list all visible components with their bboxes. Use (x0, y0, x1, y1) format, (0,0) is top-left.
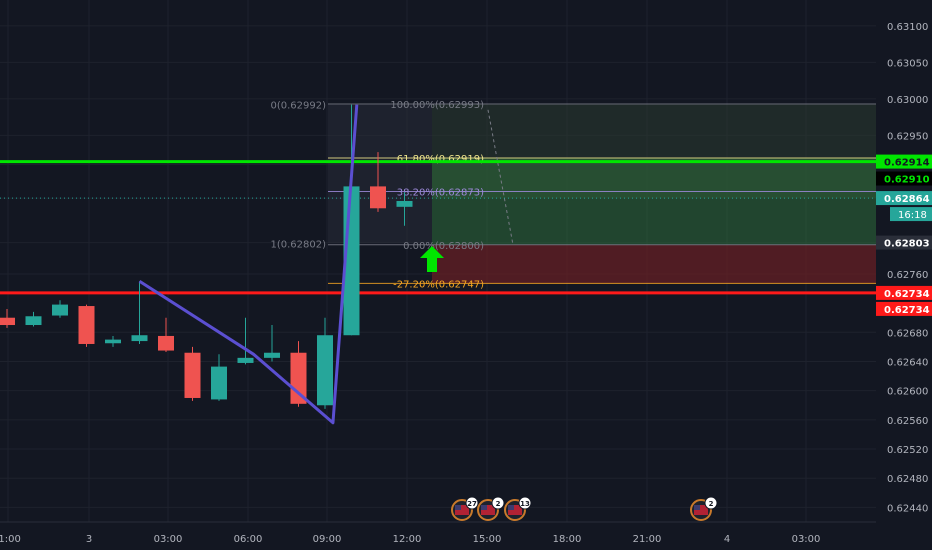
candle-bull (237, 357, 254, 363)
price-tag-label: 0.62864 (884, 194, 930, 205)
price-tick-label: 0.62950 (887, 131, 928, 142)
price-tick-label: 0.63000 (887, 95, 928, 106)
fib-level-label: -27.20%(0.62747) (393, 279, 484, 290)
countdown-label: 16:18 (898, 210, 927, 221)
price-tags: 0.62914 0.62910 0.62864 0.62803 0.62734 0.627… (876, 154, 932, 316)
time-tick-label: 18:00 (553, 534, 582, 545)
price-tick-label: 0.62640 (887, 357, 928, 368)
time-tick-label: 03:00 (154, 534, 183, 545)
price-axis[interactable]: 0.63100 0.63050 0.63000 0.62950 0.62910 0.628… (876, 0, 932, 550)
event-count-badge (491, 496, 505, 510)
candle-bull (52, 304, 68, 316)
price-tick-label: 0.62680 (887, 328, 928, 339)
candle-bear (184, 352, 201, 398)
time-tick-label: 3 (86, 534, 92, 545)
fib-level-label: 0.00%(0.62800) (403, 241, 484, 252)
time-tick-label: 12:00 (393, 534, 422, 545)
price-tick-label: 0.62760 (887, 270, 928, 281)
fib-anchor-label: 1(0.62802) (270, 239, 326, 250)
price-tick-label: 0.62480 (887, 474, 928, 485)
price-tag-bg (876, 154, 932, 169)
flag-stripes (481, 505, 495, 515)
event-count-badge (518, 496, 532, 510)
time-tick-label: 09:00 (313, 534, 342, 545)
fib-trend-dashed (487, 109, 514, 245)
fib-retracement[interactable]: 100.00%(0.62993) 61.80%(0.62919) 38.20%(0.… (270, 100, 876, 290)
candle-bull (25, 316, 42, 326)
price-tick-label: 0.62440 (887, 503, 928, 514)
flag-canton (455, 505, 461, 510)
event-count: 2 (709, 500, 714, 508)
price-tag-bg (876, 285, 932, 300)
candle-bear (78, 306, 95, 344)
price-tag-bg (876, 301, 932, 316)
time-tick-label: 21:00 (0, 534, 21, 545)
price-tag-bg (876, 191, 932, 206)
up-arrow-icon (420, 246, 444, 272)
candle-bear (0, 317, 15, 326)
candle-bull (396, 200, 413, 207)
price-tick-label: 0.63050 (887, 58, 928, 69)
price-tag-label: 0.62734 (884, 289, 930, 300)
price-tick-label: 0.62600 (887, 387, 928, 398)
candle-bull (211, 366, 227, 400)
time-axis[interactable]: 21:00 3 03:00 06:00 09:00 12:00 15:00 18:00 21:0… (0, 521, 932, 550)
fib-level-label: 100.00%(0.62993) (390, 100, 484, 111)
price-tick-label: 0.63100 (887, 22, 928, 33)
candle-bull (264, 352, 280, 358)
event-marker[interactable]: 13 (504, 496, 532, 521)
event-marker[interactable]: 27 (451, 496, 479, 521)
horizontal-levels[interactable] (0, 160, 876, 295)
candle-bull (131, 335, 148, 342)
economic-events[interactable]: 27 2 13 2 (451, 496, 718, 521)
time-tick-label: 4 (724, 534, 730, 545)
price-tick-label: 0.62520 (887, 445, 928, 456)
price-tag-label: 0.62914 (884, 158, 930, 169)
candles (0, 104, 413, 409)
fib-level-label: 38.20%(0.62873) (397, 188, 484, 199)
price-axis-bg (876, 0, 932, 550)
flag-canton (508, 505, 514, 510)
price-tag-bg (876, 235, 932, 250)
flag-stripes (455, 505, 469, 515)
event-count: 13 (520, 500, 530, 508)
price-tag-label: 0.62734 (884, 305, 930, 316)
candle-bull (105, 339, 121, 344)
time-tick-label: 03:00 (792, 534, 821, 545)
candle-bull (317, 335, 333, 406)
time-tick-label: 06:00 (234, 534, 263, 545)
flag-canton (481, 505, 487, 510)
profit-zone (432, 157, 876, 245)
fib-level-label: 61.80%(0.62919) (397, 154, 484, 165)
time-axis-bg (0, 522, 932, 550)
candle-bear (158, 335, 174, 351)
event-count-badge (465, 496, 479, 510)
loss-zone (432, 244, 876, 284)
fib-anchor-label: 0(0.62992) (270, 101, 326, 112)
flag-stripes (694, 505, 708, 515)
flag-canton (694, 505, 700, 510)
event-count: 2 (496, 500, 501, 508)
time-tick-label: 15:00 (473, 534, 502, 545)
pattern-polyline[interactable] (138, 104, 359, 425)
price-tag-label: 0.62803 (884, 239, 930, 250)
price-tick-label: 0.62560 (887, 416, 928, 427)
time-tick-label: 21:00 (633, 534, 662, 545)
flag-stripes (508, 505, 522, 515)
candle-bear (370, 186, 386, 209)
position-zones (328, 104, 876, 284)
price-tag-label: 0.62910 (884, 175, 930, 186)
countdown-bg (890, 207, 932, 222)
event-count: 27 (467, 500, 477, 508)
event-count-badge (704, 496, 718, 510)
pattern-line[interactable] (138, 104, 359, 425)
price-tag-bg (876, 171, 932, 186)
event-marker[interactable]: 2 (477, 496, 505, 521)
event-marker[interactable]: 2 (690, 496, 718, 521)
